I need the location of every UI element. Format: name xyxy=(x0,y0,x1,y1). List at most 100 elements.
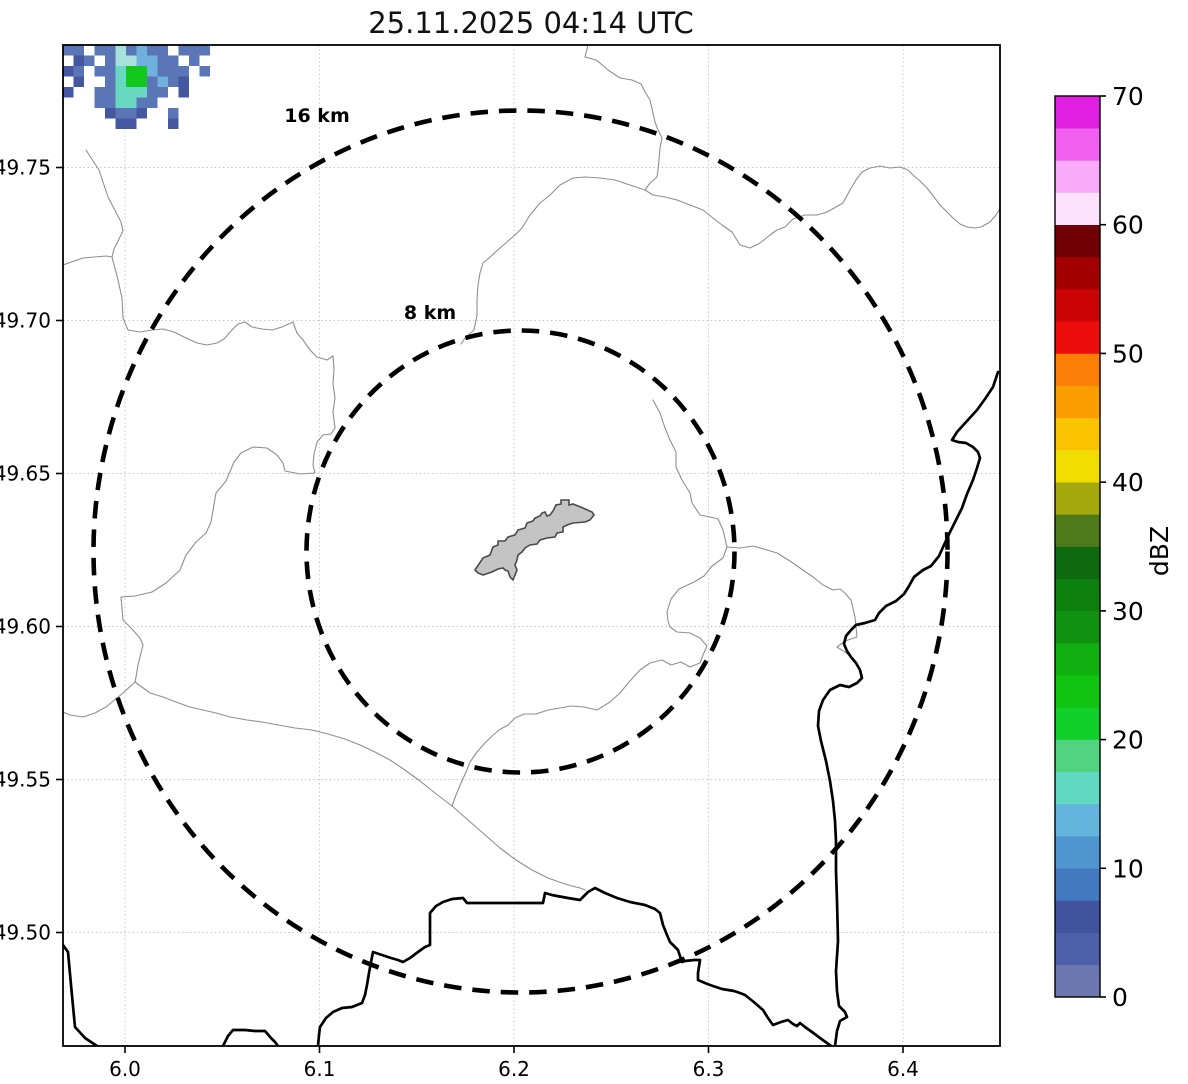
colorbar-axis-label: dBZ xyxy=(1145,526,1174,576)
radar-echo-cell xyxy=(126,87,137,98)
radar-echo-cell xyxy=(94,66,105,77)
radar-echo-cell xyxy=(63,66,74,77)
range-ring xyxy=(91,108,950,995)
radar-echo-cell xyxy=(63,87,74,98)
country-border xyxy=(221,1028,280,1046)
radar-echo-cell xyxy=(73,55,84,66)
range-ring-labels: 16 km 8 km xyxy=(284,105,456,324)
axis-ticks-and-labels: 6.0 6.1 6.2 6.3 6.4 49.75 49.70 49.65 49.60 49.55… xyxy=(0,156,919,1082)
radar-echo-cell xyxy=(105,76,116,87)
admin-border xyxy=(652,399,728,548)
radar-echo-cell xyxy=(126,76,137,87)
radar-echo-cell xyxy=(73,76,84,87)
radar-echo-cell xyxy=(94,45,105,56)
admin-border xyxy=(120,446,316,683)
colorbar-band xyxy=(1055,160,1100,193)
radar-echo-cell xyxy=(136,45,147,56)
admin-border xyxy=(111,256,294,346)
radar-echo-cell xyxy=(168,66,179,77)
x-tick-label: 6.2 xyxy=(498,1057,530,1081)
colorbar-tick-label: 0 xyxy=(1112,983,1128,1012)
radar-echo-cell xyxy=(136,108,147,119)
radar-echo-cell xyxy=(157,87,168,98)
admin-border xyxy=(63,681,136,718)
colorbar-band xyxy=(1055,610,1100,644)
colorbar-band xyxy=(1055,385,1100,419)
radar-echo-cell xyxy=(105,108,116,119)
y-tick-label: 49.75 xyxy=(0,156,51,180)
radar-echo-cell xyxy=(115,108,126,119)
colorbar-band xyxy=(1055,224,1100,258)
colorbar-tick-label: 50 xyxy=(1112,339,1144,368)
admin-border xyxy=(292,321,336,474)
radar-echo-cell xyxy=(157,76,168,87)
colorbar-band xyxy=(1055,739,1100,773)
radar-echo-cell xyxy=(105,55,116,66)
radar-echo-cell xyxy=(157,45,168,56)
range-ring xyxy=(304,328,737,775)
airport-outline xyxy=(473,499,595,582)
radar-echo-cell xyxy=(115,66,126,77)
radar-echo-cell xyxy=(73,66,84,77)
radar-echo-cell xyxy=(115,76,126,87)
colorbar-band xyxy=(1055,320,1100,354)
colorbar-band xyxy=(1055,192,1100,226)
colorbar-band xyxy=(1055,95,1100,129)
x-tick-label: 6.0 xyxy=(109,1057,141,1081)
radar-echo-cell xyxy=(199,45,210,56)
radar-echo-cell xyxy=(189,45,200,56)
colorbar-band xyxy=(1055,127,1100,161)
radar-echo-cell xyxy=(147,45,158,56)
radar-echo-cell xyxy=(136,97,147,108)
colorbar-band xyxy=(1055,674,1100,708)
colorbar-band xyxy=(1055,417,1100,451)
radar-echo-cell xyxy=(136,66,147,77)
radar-echo-cell xyxy=(178,76,189,87)
x-tick-label: 6.4 xyxy=(887,1057,919,1081)
radar-echo-cell xyxy=(94,97,105,108)
colorbar-band xyxy=(1055,900,1100,933)
radar-echo-cell xyxy=(147,87,158,98)
colorbar-band xyxy=(1055,481,1100,515)
y-tick-label: 49.70 xyxy=(0,309,51,333)
radar-echo-cell xyxy=(189,55,200,66)
admin-border-lines xyxy=(63,45,1000,891)
range-ring-label: 8 km xyxy=(404,302,456,324)
admin-border xyxy=(584,45,663,191)
radar-echo-cell xyxy=(147,76,158,87)
colorbar-tick-label: 60 xyxy=(1112,211,1144,240)
y-tick-label: 49.55 xyxy=(0,768,51,792)
radar-echo-cell xyxy=(105,66,116,77)
radar-echo-cell xyxy=(168,108,179,119)
y-tick-label: 49.60 xyxy=(0,615,51,639)
radar-echo-cell xyxy=(115,45,126,56)
country-border-lines xyxy=(63,370,1000,1046)
radar-echo-cell xyxy=(126,55,137,66)
radar-echo-cell xyxy=(126,118,137,129)
radar-echo-cell xyxy=(115,97,126,108)
airport-polygon xyxy=(473,499,595,582)
radar-echo-cell xyxy=(84,55,95,66)
radar-echo-cell xyxy=(168,55,179,66)
country-border xyxy=(816,370,1000,1046)
colorbar-band xyxy=(1055,932,1100,966)
country-border xyxy=(316,886,833,1046)
radar-echo-cell xyxy=(168,76,179,87)
radar-echo-cell xyxy=(73,45,84,56)
radar-echo-cell xyxy=(168,118,179,129)
radar-echo-cell xyxy=(115,55,126,66)
radar-echo-pixels xyxy=(63,45,210,129)
radar-echo-cell xyxy=(147,97,158,108)
colorbar-tick-label: 30 xyxy=(1112,597,1144,626)
radar-echo-cell xyxy=(157,55,168,66)
colorbar-tick-label: 40 xyxy=(1112,468,1144,497)
colorbar-tick-label: 10 xyxy=(1112,854,1144,883)
radar-echo-cell xyxy=(178,45,189,56)
radar-echo-cell xyxy=(178,87,189,98)
radar-echo-cell xyxy=(115,87,126,98)
colorbar-band xyxy=(1055,707,1100,740)
plot-frame xyxy=(62,44,1001,1047)
radar-echo-cell xyxy=(126,97,137,108)
colorbar-band xyxy=(1055,514,1100,547)
